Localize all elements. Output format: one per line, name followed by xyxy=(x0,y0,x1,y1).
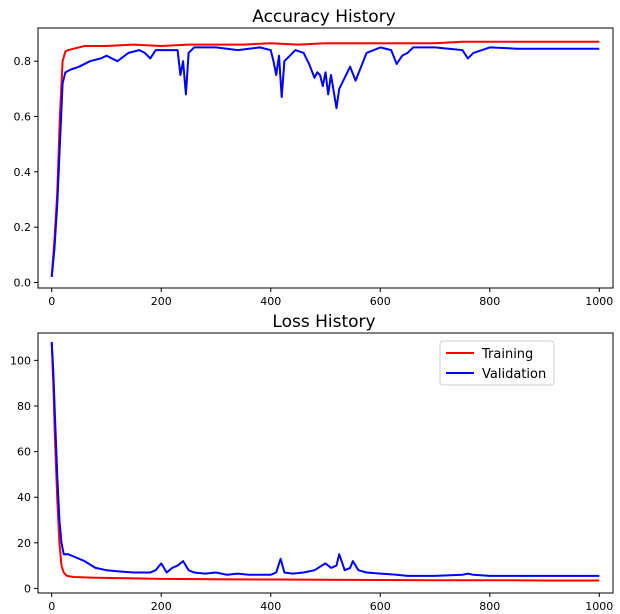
y-tick-label: 0.0 xyxy=(14,276,32,289)
legend-label: Training xyxy=(481,347,533,362)
x-tick-label: 200 xyxy=(151,600,172,613)
legend-label: Validation xyxy=(482,367,546,382)
y-tick-label: 0 xyxy=(24,582,31,595)
series-lines xyxy=(50,40,600,277)
x-tick-label: 800 xyxy=(479,295,500,308)
series-line-0 xyxy=(50,342,600,582)
chart-title: Accuracy History xyxy=(252,7,396,27)
x-tick-label: 800 xyxy=(479,600,500,613)
chart-title: Loss History xyxy=(272,312,375,332)
y-tick-label: 20 xyxy=(17,537,31,550)
y-tick-label: 0.4 xyxy=(14,166,32,179)
chart-accuracy: Accuracy History 0.0 0.2 0.4 0.6 0.8 0 200 400… xyxy=(14,7,614,308)
y-ticks: 0.0 0.2 0.4 0.6 0.8 xyxy=(14,55,38,289)
y-tick-label: 100 xyxy=(10,354,31,367)
y-tick-label: 0.8 xyxy=(14,55,32,68)
x-tick-label: 1000 xyxy=(585,295,613,308)
x-tick-label: 600 xyxy=(370,295,391,308)
legend: Training Validation xyxy=(439,340,555,386)
x-tick-label: 200 xyxy=(151,295,172,308)
y-tick-label: 0.2 xyxy=(14,221,32,234)
x-tick-label: 400 xyxy=(260,600,281,613)
y-ticks: 0 20 40 60 80 100 xyxy=(10,354,38,595)
x-tick-label: 400 xyxy=(260,295,281,308)
x-tick-label: 0 xyxy=(48,295,55,308)
series-line-1 xyxy=(50,342,600,577)
y-tick-label: 80 xyxy=(17,400,31,413)
plot-frame xyxy=(37,27,614,289)
y-tick-label: 60 xyxy=(17,446,31,459)
series-line-1 xyxy=(50,46,600,277)
series-line-0 xyxy=(50,40,600,277)
series-lines xyxy=(50,342,600,582)
y-tick-label: 40 xyxy=(17,491,31,504)
x-tick-label: 1000 xyxy=(585,600,613,613)
chart-loss: Loss History 0 20 40 60 80 100 0 200 400 600 800 1… xyxy=(10,312,614,613)
x-tick-label: 600 xyxy=(370,600,391,613)
x-ticks: 0 200 400 600 800 1000 xyxy=(48,593,613,613)
x-tick-label: 0 xyxy=(48,600,55,613)
y-tick-label: 0.6 xyxy=(14,111,32,124)
x-ticks: 0 200 400 600 800 1000 xyxy=(48,288,613,308)
